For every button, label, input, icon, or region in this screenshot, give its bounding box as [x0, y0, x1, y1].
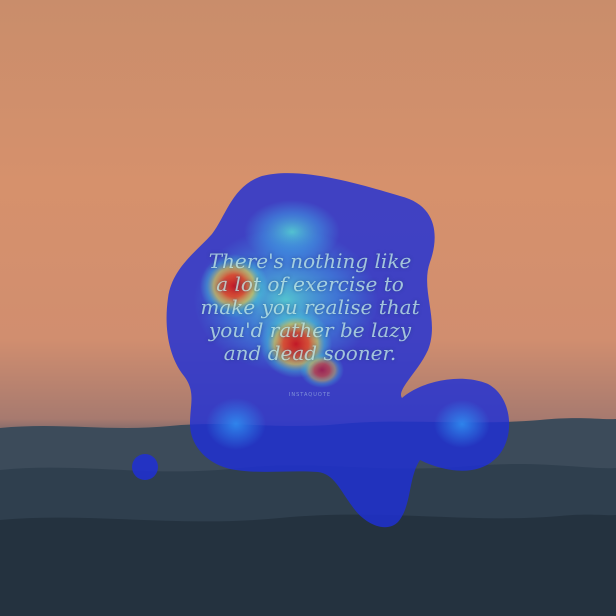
quote-credit: INSTAQUOTE	[288, 392, 332, 398]
heatmap-hotspot-3	[300, 352, 344, 388]
quote-line: make you realise that	[200, 295, 420, 319]
quote-line: a lot of exercise to	[216, 272, 404, 296]
near-hills	[0, 514, 616, 616]
quote-line: you'd rather be lazy	[208, 318, 412, 342]
heatmap-spot-right	[434, 400, 490, 448]
heatmap-isolated-spot	[132, 454, 158, 480]
heatmap-hotspot-1	[200, 254, 268, 318]
quote-text: There's nothing like a lot of exercise t…	[170, 250, 450, 365]
quote-line: There's nothing like	[208, 249, 412, 273]
quote-line: and dead sooner.	[223, 341, 397, 365]
heatmap-spot-left	[206, 398, 266, 450]
